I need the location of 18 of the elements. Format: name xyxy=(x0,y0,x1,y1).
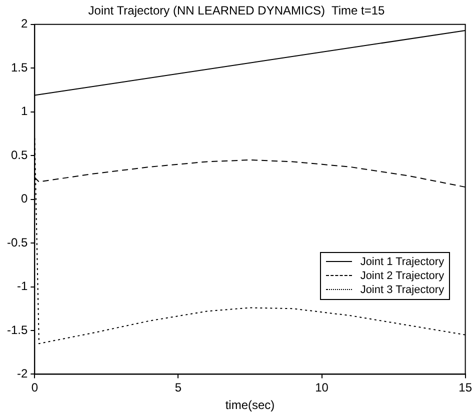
y-tick-label: 0.5 xyxy=(10,148,28,162)
legend-label: Joint 2 Trajectory xyxy=(360,270,444,282)
x-tick-label: 0 xyxy=(31,380,38,395)
legend-label: Joint 3 Trajectory xyxy=(360,284,444,296)
y-tick-label: 2 xyxy=(20,16,28,31)
y-tick-label: 1 xyxy=(20,104,28,118)
y-tick-label: -0.5 xyxy=(6,235,28,250)
legend-label: Joint 1 Trajectory xyxy=(360,256,444,268)
x-tick-label: 10 xyxy=(315,380,329,395)
y-tick-label: 1.5 xyxy=(10,60,28,74)
x-axis-title: time(sec) xyxy=(225,398,275,412)
y-tick-label: 0 xyxy=(20,192,28,206)
y-tick-label: -1 xyxy=(17,279,28,294)
x-tick-label: 5 xyxy=(174,380,182,395)
y-tick-label: -1.5 xyxy=(6,322,28,337)
chart-title: Joint Trajectory (NN LEARNED DYNAMICS) Time t=15 xyxy=(88,4,386,18)
x-tick-label: 15 xyxy=(458,380,472,395)
y-tick-label: -2 xyxy=(17,366,28,381)
